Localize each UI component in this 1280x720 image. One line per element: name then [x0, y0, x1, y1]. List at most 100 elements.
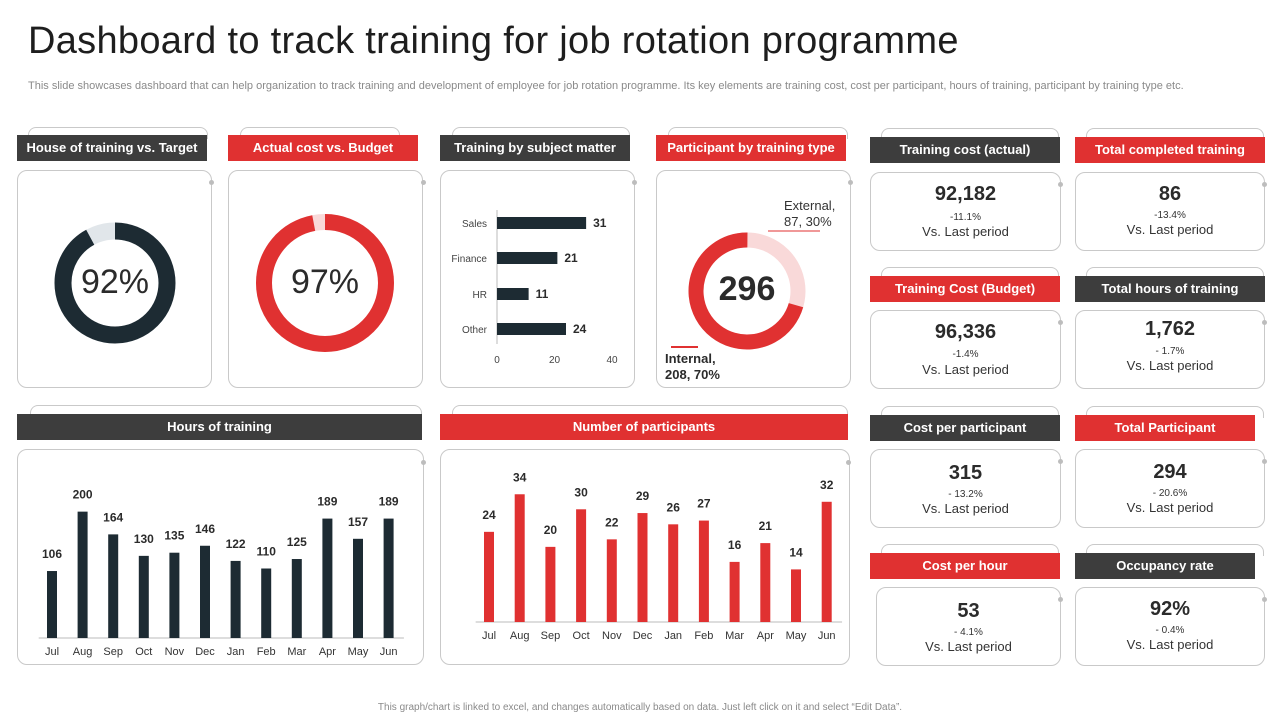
data-label: 164 — [103, 510, 123, 524]
panel-tab — [452, 127, 630, 139]
data-label: 122 — [226, 537, 246, 551]
category-label: HR — [473, 290, 487, 301]
panel-tab — [1086, 406, 1264, 418]
house-training-donut[interactable] — [17, 170, 212, 388]
internal-label: Internal, 208, 70% — [665, 351, 720, 383]
panel-tab — [1086, 267, 1264, 279]
house-training-header: House of training vs. Target — [17, 135, 207, 161]
kpi-label: Vs. Last period — [925, 639, 1012, 654]
page-title: Dashboard to track training for job rota… — [28, 20, 959, 62]
bar — [497, 288, 529, 300]
kpi-header-training-cost-budget: Training Cost (Budget) — [870, 276, 1060, 302]
panel-tab — [240, 127, 400, 139]
kpi-header-training-cost-actual: Training cost (actual) — [870, 137, 1060, 163]
panel-dot — [1058, 597, 1063, 602]
bar — [576, 509, 587, 622]
data-label: 30 — [574, 485, 588, 499]
donut-internal-arc — [688, 232, 806, 350]
kpi-change: -13.4% — [1154, 210, 1186, 221]
tick-label: Sep — [541, 630, 561, 642]
tick-label: Dec — [633, 630, 653, 642]
page-description: This slide showcases dashboard that can … — [28, 80, 1184, 92]
tick-label: Dec — [195, 646, 215, 658]
bar — [821, 501, 832, 622]
bar — [230, 560, 241, 638]
kpi-label: Vs. Last period — [1126, 500, 1214, 515]
kpi-change: -11.1% — [950, 212, 981, 223]
data-label: 29 — [636, 489, 650, 503]
bar — [169, 552, 180, 638]
panel-dot — [1262, 597, 1267, 602]
panel-dot — [1058, 459, 1063, 464]
kpi-change: - 1.7% — [1155, 346, 1185, 357]
donut-value-arc — [256, 214, 394, 352]
panel-tab — [881, 128, 1059, 140]
data-label: 189 — [379, 495, 399, 509]
participants-chart[interactable]: 24 Jul 34 Aug 20 Sep 30 Oct 22 Nov 29 Dec 26 Jan 27 Feb… — [440, 449, 850, 665]
panel-tab — [1086, 128, 1264, 140]
bar — [47, 571, 57, 638]
panel-tab — [881, 406, 1059, 418]
panel-dot — [421, 460, 426, 465]
panel-tab — [668, 127, 848, 139]
bar — [729, 561, 740, 622]
kpi-header-total-completed-training: Total completed training — [1075, 137, 1265, 163]
kpi-card: 92,182 -11.1% Vs. Last period — [870, 172, 1061, 251]
bar — [291, 559, 302, 638]
bar — [77, 511, 88, 638]
data-label: 24 — [482, 508, 496, 522]
subject-matter-chart[interactable]: Sales 31 Finance 21 HR 11 Other 24 0 20 40 — [440, 170, 635, 388]
data-label: 11 — [536, 287, 549, 301]
bar — [497, 252, 558, 264]
bar — [383, 518, 394, 638]
kpi-value: 53 — [957, 600, 980, 622]
data-label: 22 — [605, 515, 619, 529]
bar — [637, 513, 648, 622]
panel-dot — [848, 180, 853, 185]
kpi-change: - 0.4% — [1155, 625, 1185, 636]
tick-label: 20 — [549, 355, 561, 366]
subject-matter-card — [440, 170, 635, 388]
tick-label: Jul — [45, 646, 59, 658]
house-training-card — [17, 170, 212, 388]
kpi-change: -1.4% — [952, 349, 979, 360]
data-label: 14 — [789, 545, 803, 559]
bar — [200, 545, 210, 638]
panel-tab — [30, 405, 422, 417]
bar — [108, 534, 119, 638]
data-label: 110 — [257, 545, 277, 559]
panel-tab — [452, 405, 848, 417]
internal-label-value: 208, 70% — [665, 367, 720, 382]
data-label: 16 — [728, 538, 742, 552]
tick-label: Feb — [257, 646, 276, 658]
tick-label: Jan — [664, 630, 682, 642]
tick-label: Mar — [287, 646, 306, 658]
house-training-value: 92% — [80, 263, 150, 301]
tick-label: Nov — [165, 646, 185, 658]
panel-dot — [632, 180, 637, 185]
participant-type-donut[interactable] — [656, 170, 851, 388]
tick-label: Oct — [135, 646, 152, 658]
tick-label: May — [348, 646, 369, 658]
kpi-label: Vs. Last period — [922, 501, 1009, 516]
kpi-label: Vs. Last period — [1126, 222, 1214, 237]
panel-tab — [881, 544, 1059, 556]
bar — [353, 538, 363, 638]
kpi-header-cost-per-hour: Cost per hour — [870, 553, 1060, 579]
actual-cost-donut[interactable] — [228, 170, 423, 388]
subject-matter-header: Training by subject matter — [440, 135, 630, 161]
kpi-label: Vs. Last period — [1126, 637, 1214, 652]
panel-dot — [1262, 182, 1267, 187]
bar — [497, 323, 566, 335]
tick-label: Jun — [380, 646, 398, 658]
kpi-label: Vs. Last period — [1126, 358, 1214, 373]
kpi-value: 96,336 — [934, 321, 997, 343]
kpi-label: Vs. Last period — [922, 362, 1009, 377]
participant-type-card — [656, 170, 851, 388]
kpi-header-occupancy-rate: Occupancy rate — [1075, 553, 1255, 579]
category-label: Finance — [451, 254, 487, 265]
tick-label: Apr — [757, 630, 774, 642]
hours-chart[interactable]: 106 Jul 200 Aug 164 Sep 130 Oct 135 Nov 146 Dec 122 J… — [17, 449, 424, 665]
kpi-card: 86 -13.4% Vs. Last period — [1075, 172, 1265, 251]
external-label: External, 87, 30% — [784, 198, 835, 230]
